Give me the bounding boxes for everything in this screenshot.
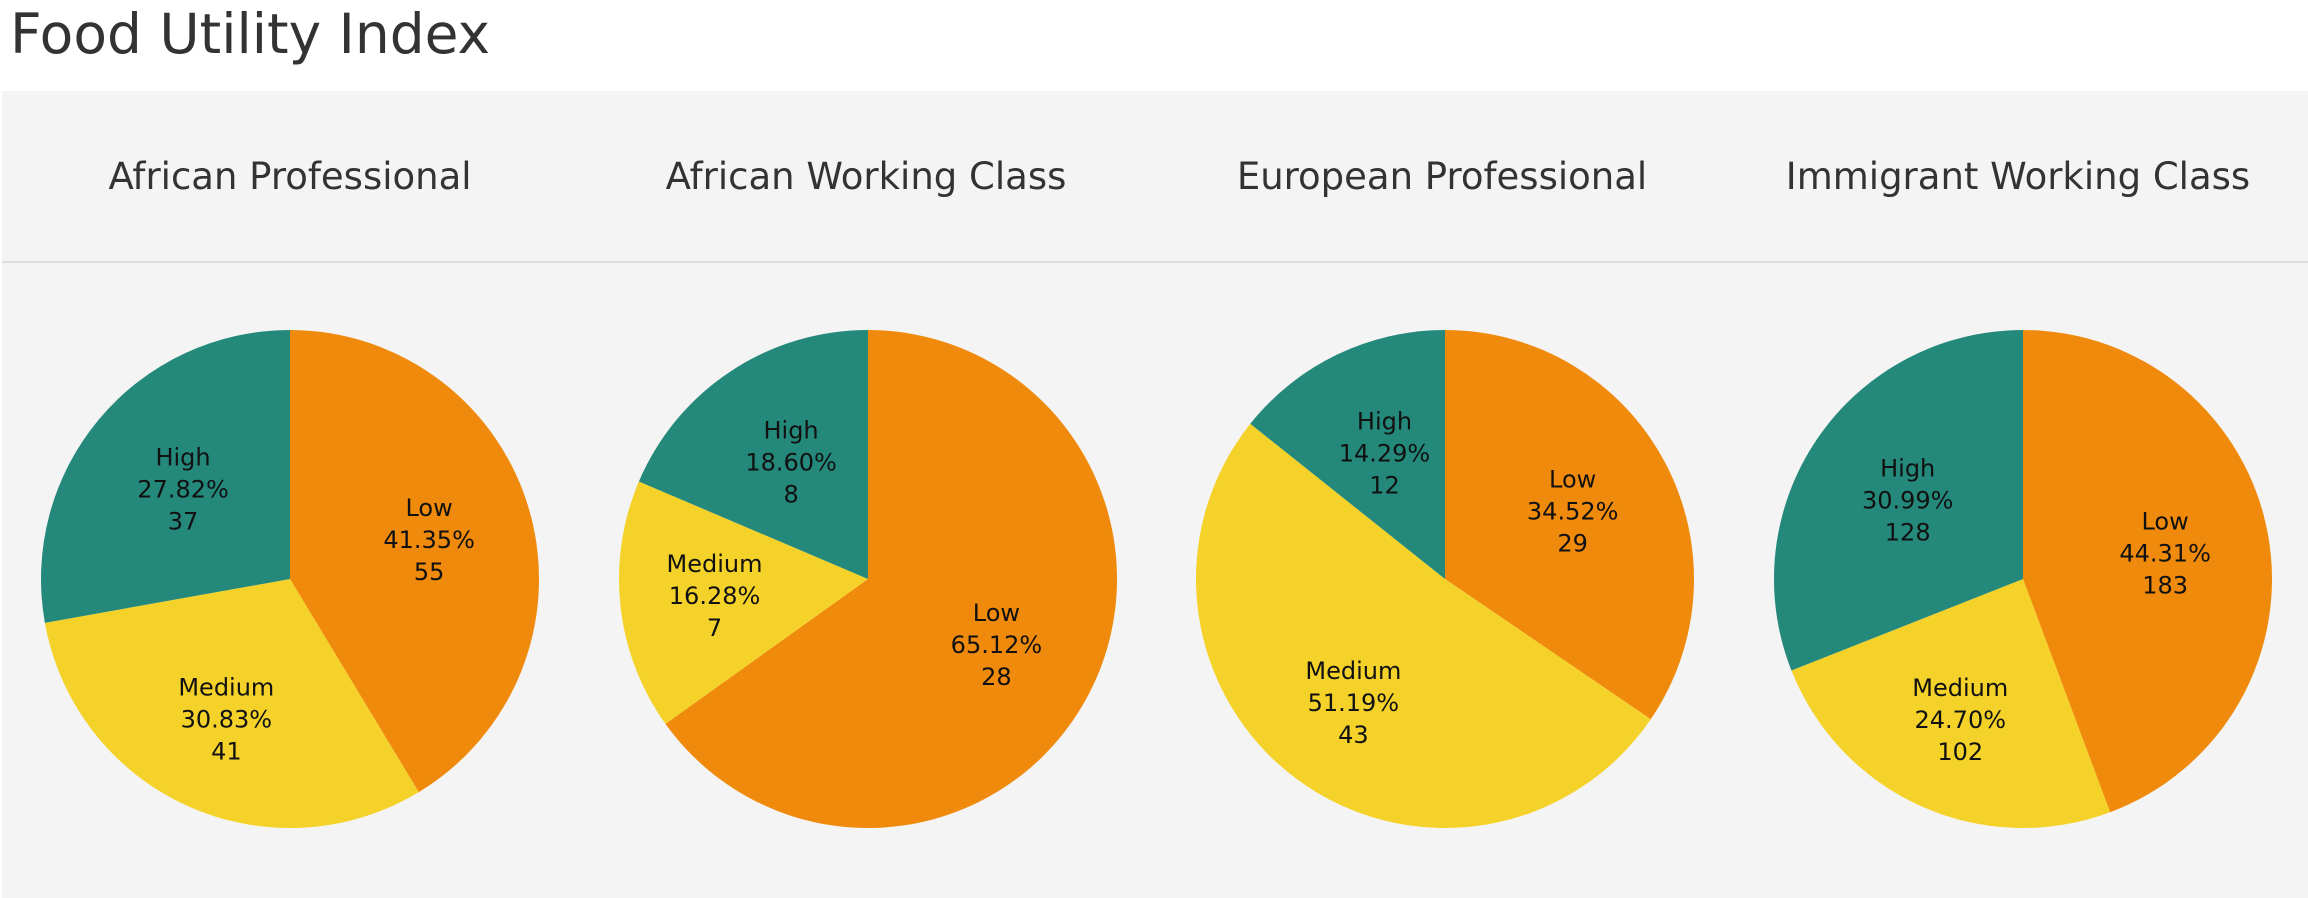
slice-percent: 14.29% (1339, 439, 1431, 467)
slice-percent: 34.52% (1527, 498, 1619, 526)
pie-slice-high[interactable] (1250, 330, 1445, 579)
slice-label-medium: Medium 24.70% 102 (1912, 674, 2008, 766)
slice-percent: 18.60% (745, 449, 837, 477)
slice-label: Low (2141, 507, 2188, 535)
slice-count: 43 (1338, 721, 1369, 749)
pie-slice-medium[interactable] (44, 579, 419, 828)
slice-label-high: High 27.82% 37 (137, 444, 229, 536)
pie-slice-medium[interactable] (1791, 579, 2111, 829)
slice-label: High (1880, 455, 1935, 483)
pie-immigrant-working-class: Low 44.31% 183 Medium 24.70% 102 High 30.99% 128 (1773, 330, 2273, 829)
slice-percent: 41.35% (383, 526, 475, 554)
pie-european-professional: Low 34.52% 29 Medium 51.19% 43 High 14.29% 12 (1196, 330, 1694, 828)
dashboard-panel: African Professional African Working Cla… (2, 91, 2308, 898)
slice-label: Medium (1305, 657, 1401, 685)
slice-percent: 27.82% (137, 476, 229, 504)
slice-label-medium: Medium 51.19% 43 (1305, 657, 1401, 749)
pie-slice-low[interactable] (665, 330, 1117, 829)
slice-label-low: Low 65.12% 28 (951, 599, 1043, 691)
slice-label-medium: Medium 30.83% 41 (178, 674, 274, 766)
slice-label: Medium (1912, 674, 2008, 702)
slice-count: 55 (414, 558, 445, 586)
pie-slice-low[interactable] (1445, 330, 1694, 720)
slice-percent: 51.19% (1308, 689, 1400, 717)
pie-title-european-professional: European Professional (1236, 155, 1648, 198)
slice-label: Low (1549, 466, 1596, 494)
slice-percent: 30.83% (181, 706, 273, 734)
slice-count: 41 (211, 738, 242, 766)
pie-slice-high[interactable] (638, 330, 868, 579)
pie-slice-medium[interactable] (618, 481, 868, 724)
slice-count: 37 (168, 508, 199, 536)
slice-count: 183 (2142, 571, 2188, 599)
slice-label: High (1357, 407, 1412, 435)
slice-label: Medium (178, 674, 274, 702)
slice-label-high: High 30.99% 128 (1862, 455, 1954, 547)
pie-slice-low[interactable] (290, 330, 539, 793)
page-title: Food Utility Index (10, 2, 491, 66)
slice-percent: 44.31% (2119, 539, 2211, 567)
slice-label: Low (973, 599, 1020, 627)
slice-label-high: High 14.29% 12 (1339, 407, 1431, 499)
slice-label: High (763, 417, 818, 445)
slice-count: 28 (981, 663, 1012, 691)
pie-title-immigrant-working-class: Immigrant Working Class (1785, 155, 2251, 198)
slice-count: 7 (707, 614, 722, 642)
slice-label: Low (405, 494, 452, 522)
slice-count: 128 (1885, 519, 1931, 547)
pie-slice-low[interactable] (2023, 330, 2273, 813)
pie-slice-high[interactable] (1773, 330, 2023, 671)
pie-titles-header: African Professional African Working Cla… (2, 91, 2308, 263)
slice-count: 12 (1369, 471, 1400, 499)
slice-percent: 16.28% (669, 582, 761, 610)
pie-african-working-class: Low 65.12% 28 Medium 16.28% 7 High 18.60% 8 (618, 330, 1117, 829)
slice-label-low: Low 34.52% 29 (1527, 466, 1619, 558)
pie-slice-high[interactable] (40, 330, 291, 623)
slice-label: High (155, 444, 210, 472)
slice-label: Medium (667, 550, 763, 578)
pie-slice-medium[interactable] (1196, 423, 1651, 828)
slice-count: 29 (1557, 530, 1588, 558)
slice-label-high: High 18.60% 8 (745, 417, 837, 509)
slice-count: 8 (783, 481, 798, 509)
pie-african-professional: Low 41.35% 55 Medium 30.83% 41 High 27.82% 37 (40, 330, 539, 828)
slice-label-medium: Medium 16.28% 7 (667, 550, 763, 642)
pie-title-african-professional: African Professional (108, 155, 472, 198)
slice-count: 102 (1937, 738, 1983, 766)
pie-title-african-working-class: African Working Class (665, 155, 1067, 198)
slice-percent: 65.12% (951, 631, 1043, 659)
slice-percent: 24.70% (1915, 706, 2007, 734)
slice-label-low: Low 41.35% 55 (383, 494, 475, 586)
slice-percent: 30.99% (1862, 487, 1954, 515)
slice-label-low: Low 44.31% 183 (2119, 507, 2211, 599)
